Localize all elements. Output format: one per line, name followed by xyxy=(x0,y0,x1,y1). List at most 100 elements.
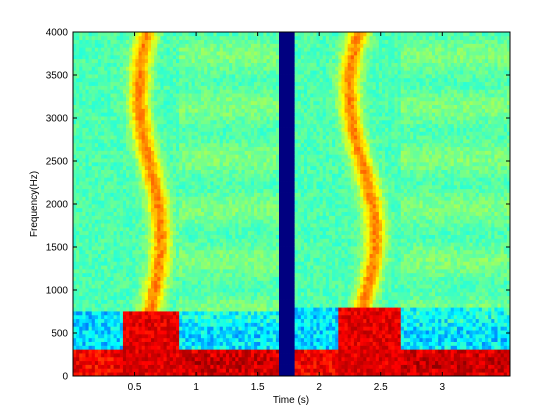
heatmap-cell xyxy=(110,112,114,117)
heatmap-cell xyxy=(157,54,161,60)
heatmap-cell xyxy=(219,184,224,190)
heatmap-cell xyxy=(82,39,86,44)
heatmap-cell xyxy=(144,249,149,255)
heatmap-cell xyxy=(113,253,118,258)
heatmap-cell xyxy=(73,276,77,281)
heatmap-cell xyxy=(119,112,124,117)
heatmap-cell xyxy=(160,35,164,41)
heatmap-cell xyxy=(172,337,177,342)
heatmap-cell xyxy=(116,173,121,178)
heatmap-cell xyxy=(166,261,171,266)
heatmap-cell xyxy=(97,261,102,266)
heatmap-cell xyxy=(154,337,158,342)
heatmap-cell xyxy=(172,333,177,339)
heatmap-cell xyxy=(132,165,136,170)
heatmap-cell xyxy=(179,234,183,239)
heatmap-cell xyxy=(163,360,168,365)
heatmap-cell xyxy=(151,333,155,339)
heatmap-cell xyxy=(188,127,193,132)
heatmap-cell xyxy=(225,77,230,83)
heatmap-cell xyxy=(94,200,99,205)
heatmap-cell xyxy=(229,242,233,247)
heatmap-cell xyxy=(107,35,111,41)
heatmap-cell xyxy=(160,39,164,44)
heatmap-cell xyxy=(132,215,136,220)
heatmap-cell xyxy=(132,146,136,151)
heatmap-cell xyxy=(194,58,199,63)
heatmap-cell xyxy=(185,135,189,140)
heatmap-cell xyxy=(225,200,230,205)
heatmap-cell xyxy=(219,322,224,327)
heatmap-cell xyxy=(200,196,205,201)
heatmap-cell xyxy=(241,81,246,86)
heatmap-cell xyxy=(222,135,227,140)
heatmap-cell xyxy=(219,135,224,140)
heatmap-cell xyxy=(126,169,130,174)
heatmap-cell xyxy=(154,268,158,274)
heatmap-cell xyxy=(213,234,217,239)
heatmap-cell xyxy=(110,303,114,308)
heatmap-cell xyxy=(219,54,224,60)
heatmap-cell xyxy=(213,112,217,117)
heatmap-cell xyxy=(94,272,99,278)
heatmap-cell xyxy=(88,226,93,232)
heatmap-cell xyxy=(232,116,236,121)
heatmap-cell xyxy=(94,223,99,228)
heatmap-cell xyxy=(79,177,83,182)
heatmap-cell xyxy=(219,150,224,155)
heatmap-cell xyxy=(244,234,249,239)
heatmap-cell xyxy=(132,47,136,52)
heatmap-cell xyxy=(138,165,143,170)
heatmap-cell xyxy=(91,226,96,232)
heatmap-cell xyxy=(144,230,149,235)
heatmap-cell xyxy=(194,139,199,144)
heatmap-cell xyxy=(97,173,102,178)
heatmap-cell xyxy=(172,207,177,213)
heatmap-cell xyxy=(126,108,130,113)
heatmap-cell xyxy=(73,307,77,312)
heatmap-cell xyxy=(91,349,96,354)
heatmap-cell xyxy=(76,142,80,148)
heatmap-cell xyxy=(76,211,80,216)
heatmap-cell xyxy=(82,349,86,354)
heatmap-cell xyxy=(210,349,214,354)
heatmap-cell xyxy=(94,314,99,320)
heatmap-cell xyxy=(135,272,139,278)
heatmap-cell xyxy=(79,165,83,170)
heatmap-cell xyxy=(194,261,199,266)
heatmap-cell xyxy=(141,257,146,262)
heatmap-cell xyxy=(213,341,217,346)
heatmap-cell xyxy=(132,341,136,346)
heatmap-cell xyxy=(172,70,177,75)
heatmap-cell xyxy=(244,299,249,304)
heatmap-cell xyxy=(225,146,230,151)
heatmap-cell xyxy=(200,268,205,274)
heatmap-cell xyxy=(166,47,171,52)
heatmap-cell xyxy=(88,276,93,281)
heatmap-cell xyxy=(182,341,186,346)
heatmap-cell xyxy=(185,280,189,285)
heatmap-cell xyxy=(76,230,80,235)
heatmap-cell xyxy=(194,326,199,331)
heatmap-cell xyxy=(194,62,199,67)
heatmap-cell xyxy=(191,230,196,235)
heatmap-cell xyxy=(204,77,208,83)
heatmap-cell xyxy=(101,207,105,213)
heatmap-cell xyxy=(94,230,99,235)
heatmap-cell xyxy=(157,341,161,346)
heatmap-cell xyxy=(144,353,149,358)
heatmap-cell xyxy=(138,32,143,37)
heatmap-cell xyxy=(160,135,164,140)
heatmap-cell xyxy=(119,246,124,251)
heatmap-cell xyxy=(154,146,158,151)
heatmap-cell xyxy=(135,215,139,220)
heatmap-cell xyxy=(129,181,133,186)
heatmap-cell xyxy=(97,326,102,331)
heatmap-cell xyxy=(132,284,136,289)
heatmap-cell xyxy=(185,127,189,132)
heatmap-cell xyxy=(110,341,114,346)
heatmap-cell xyxy=(182,314,186,320)
heatmap-cell xyxy=(204,85,208,90)
heatmap-cell xyxy=(107,142,111,148)
heatmap-cell xyxy=(147,372,152,376)
